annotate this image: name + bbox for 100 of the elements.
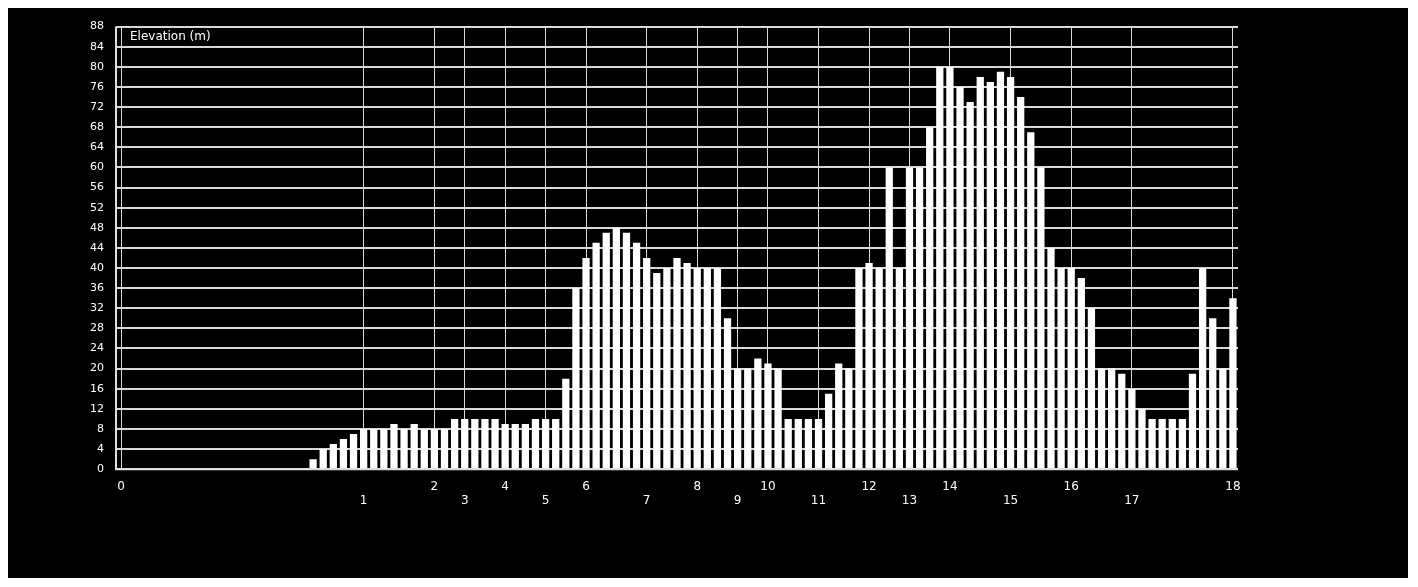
y-tick-label: 68	[90, 120, 104, 134]
y-tick-label: 84	[90, 39, 104, 53]
bar	[501, 423, 509, 469]
bar	[400, 428, 408, 469]
bar	[875, 268, 883, 469]
bar	[339, 439, 348, 469]
bar	[1097, 368, 1106, 469]
y-tick-label: 28	[90, 321, 104, 335]
x-tick-label: 14	[942, 478, 958, 493]
y-tick-label: 64	[90, 140, 104, 154]
bar	[440, 428, 449, 469]
y-tick-label: 0	[97, 462, 104, 476]
bar	[804, 418, 813, 469]
x-tick-label: 13	[901, 492, 918, 507]
x-tick-label: 2	[430, 478, 439, 493]
bar	[511, 423, 519, 469]
bar	[946, 66, 954, 469]
x-tick-label: 3	[460, 492, 469, 507]
bar	[814, 418, 823, 469]
bar	[794, 418, 802, 469]
bar	[1158, 418, 1166, 469]
bar	[1077, 278, 1085, 469]
bar	[764, 363, 772, 469]
bar	[713, 268, 722, 469]
bar	[824, 393, 833, 469]
bar	[673, 257, 681, 469]
y-axis-title: Elevation (m)	[130, 28, 211, 43]
y-tick-label: 36	[90, 281, 104, 294]
y-tick-label: 40	[90, 260, 104, 274]
bar	[865, 262, 873, 469]
bar	[1138, 408, 1146, 469]
x-tick-label: 0	[117, 478, 125, 493]
bar	[774, 368, 782, 469]
bar	[360, 428, 368, 469]
bar	[562, 378, 570, 469]
bar	[835, 363, 843, 469]
bar	[602, 232, 610, 469]
bar	[1006, 76, 1015, 469]
bar	[1057, 268, 1065, 469]
y-tick-label: 8	[97, 421, 104, 435]
y-tick-label: 60	[90, 160, 104, 174]
bar	[1118, 373, 1126, 469]
bar	[754, 358, 762, 469]
y-tick-label: 52	[90, 200, 104, 214]
bar	[541, 418, 550, 469]
x-tick-label: 6	[582, 478, 590, 493]
bar	[1047, 247, 1055, 469]
bar	[845, 368, 853, 469]
bar	[936, 66, 944, 469]
bar	[855, 268, 863, 469]
x-tick-label: 5	[541, 492, 550, 507]
bar	[430, 428, 439, 469]
y-tick-label: 72	[90, 99, 104, 113]
bar	[450, 418, 459, 469]
bar	[309, 459, 317, 469]
x-tick-label: 7	[642, 492, 651, 507]
x-tick-label: 4	[501, 478, 509, 493]
bar	[885, 167, 893, 469]
bar	[1108, 368, 1116, 469]
bar	[1198, 268, 1207, 469]
y-tick-label: 4	[97, 441, 104, 455]
bar	[663, 268, 671, 469]
x-tick-label: 17	[1124, 492, 1140, 507]
bar	[1148, 418, 1156, 469]
y-tick-label: 20	[90, 361, 104, 375]
bar	[531, 418, 540, 469]
y-tick-label: 80	[90, 59, 104, 73]
y-tick-label: 48	[90, 220, 104, 234]
bar	[784, 418, 792, 469]
bar	[643, 257, 651, 469]
bar	[572, 288, 580, 469]
bar	[1128, 388, 1136, 469]
y-tick-label: 44	[90, 240, 104, 254]
x-tick-label: 18	[1225, 478, 1241, 493]
bar	[1017, 97, 1025, 469]
bar	[622, 232, 631, 469]
bar	[349, 433, 358, 469]
bar	[734, 368, 742, 469]
y-tick-label: 88	[90, 19, 104, 33]
bar	[693, 268, 701, 469]
bar	[329, 444, 337, 469]
y-tick-label: 56	[90, 180, 104, 194]
y-tick-label: 76	[90, 79, 104, 93]
bar	[1219, 368, 1227, 469]
bar	[1027, 132, 1035, 469]
y-tick-label: 16	[90, 381, 104, 395]
bar	[1229, 298, 1237, 469]
bar	[744, 368, 752, 469]
bar	[966, 102, 974, 469]
bar	[471, 418, 479, 469]
bar	[370, 428, 378, 469]
bar	[410, 423, 418, 469]
bar	[1067, 268, 1075, 469]
x-tick-label: 10	[760, 478, 776, 493]
bar	[986, 81, 994, 469]
bar	[461, 418, 469, 469]
x-tick-label: 12	[861, 478, 877, 493]
bar	[491, 418, 499, 469]
bar	[703, 268, 711, 469]
bar	[319, 449, 327, 469]
